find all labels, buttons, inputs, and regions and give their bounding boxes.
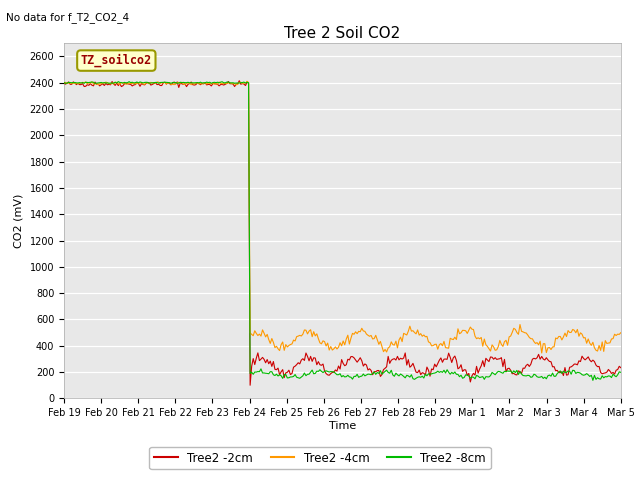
Legend: Tree2 -2cm, Tree2 -4cm, Tree2 -8cm: Tree2 -2cm, Tree2 -4cm, Tree2 -8cm bbox=[149, 447, 491, 469]
Title: Tree 2 Soil CO2: Tree 2 Soil CO2 bbox=[284, 25, 401, 41]
Text: No data for f_T2_CO2_4: No data for f_T2_CO2_4 bbox=[6, 12, 129, 23]
X-axis label: Time: Time bbox=[329, 421, 356, 431]
Text: TZ_soilco2: TZ_soilco2 bbox=[81, 54, 152, 67]
Y-axis label: CO2 (mV): CO2 (mV) bbox=[14, 193, 24, 248]
